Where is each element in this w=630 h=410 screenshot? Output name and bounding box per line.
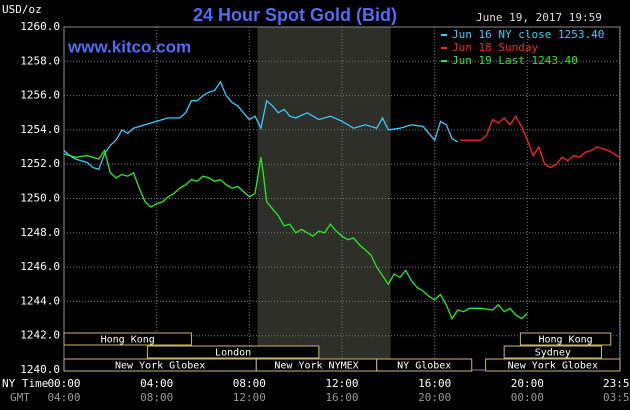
series-line xyxy=(460,114,620,169)
session-label: Sydney xyxy=(535,348,571,359)
session-box xyxy=(146,345,320,359)
x2-tick-label: 20:00 xyxy=(418,391,451,404)
session-label: Hong Kong xyxy=(538,335,592,346)
y-unit: USD/oz xyxy=(2,3,42,16)
session-box xyxy=(63,332,192,346)
x-tick-label: 16:00 xyxy=(418,377,451,390)
website: www.kitco.com xyxy=(67,37,191,56)
x2-tick-label: 03:59 xyxy=(603,391,630,404)
y-tick-label: 1258.0 xyxy=(20,54,60,67)
session-box xyxy=(503,345,602,359)
y-tick-label: 1240.0 xyxy=(20,363,60,376)
y-tick-label: 1256.0 xyxy=(20,89,60,102)
legend-label: Jun 19 Last 1243.40 xyxy=(452,54,578,67)
session-label: New York NYMEX xyxy=(274,361,358,372)
x-tick-label: 04:00 xyxy=(140,377,173,390)
y-tick-label: 1250.0 xyxy=(20,192,60,205)
legend-label: Jun 18 Sunday xyxy=(452,41,538,54)
x2-label: GMT xyxy=(10,391,30,404)
y-tick-label: 1242.0 xyxy=(20,329,60,342)
x-tick-label: 23:59 xyxy=(603,377,630,390)
x2-tick-label: 16:00 xyxy=(325,391,358,404)
x2-tick-label: 00:00 xyxy=(511,391,544,404)
y-tick-label: 1246.0 xyxy=(20,260,60,273)
session-box xyxy=(485,358,621,372)
session-box xyxy=(376,358,473,372)
y-tick-label: 1252.0 xyxy=(20,157,60,170)
y-tick-label: 1244.0 xyxy=(20,294,60,307)
y-tick-label: 1254.0 xyxy=(20,123,60,136)
x-tick-label: 20:00 xyxy=(511,377,544,390)
chart-title: 24 Hour Spot Gold (Bid) xyxy=(193,5,397,25)
x-tick-label: 00:00 xyxy=(47,377,80,390)
series-line xyxy=(63,80,459,171)
legend-label: Jun 16 NY close 1253.40 xyxy=(452,28,604,41)
session-label: NY Globex xyxy=(397,361,451,372)
shaded-range xyxy=(257,27,391,370)
y-tick-label: 1260.0 xyxy=(20,20,60,33)
timestamp: June 19, 2017 19:59 xyxy=(476,11,602,24)
y-tick-label: 1248.0 xyxy=(20,226,60,239)
session-label: London xyxy=(215,348,251,359)
session-label: New York Globex xyxy=(115,361,205,372)
x-tick-label: 08:00 xyxy=(233,377,266,390)
x2-tick-label: 08:00 xyxy=(140,391,173,404)
x2-tick-label: 12:00 xyxy=(233,391,266,404)
x-label: NY Time xyxy=(2,377,48,390)
x2-tick-label: 04:00 xyxy=(47,391,80,404)
session-label: Hong Kong xyxy=(101,335,155,346)
session-box xyxy=(519,332,612,346)
session-label: New York Globex xyxy=(508,361,598,372)
x-tick-label: 12:00 xyxy=(325,377,358,390)
series-line xyxy=(63,148,528,320)
